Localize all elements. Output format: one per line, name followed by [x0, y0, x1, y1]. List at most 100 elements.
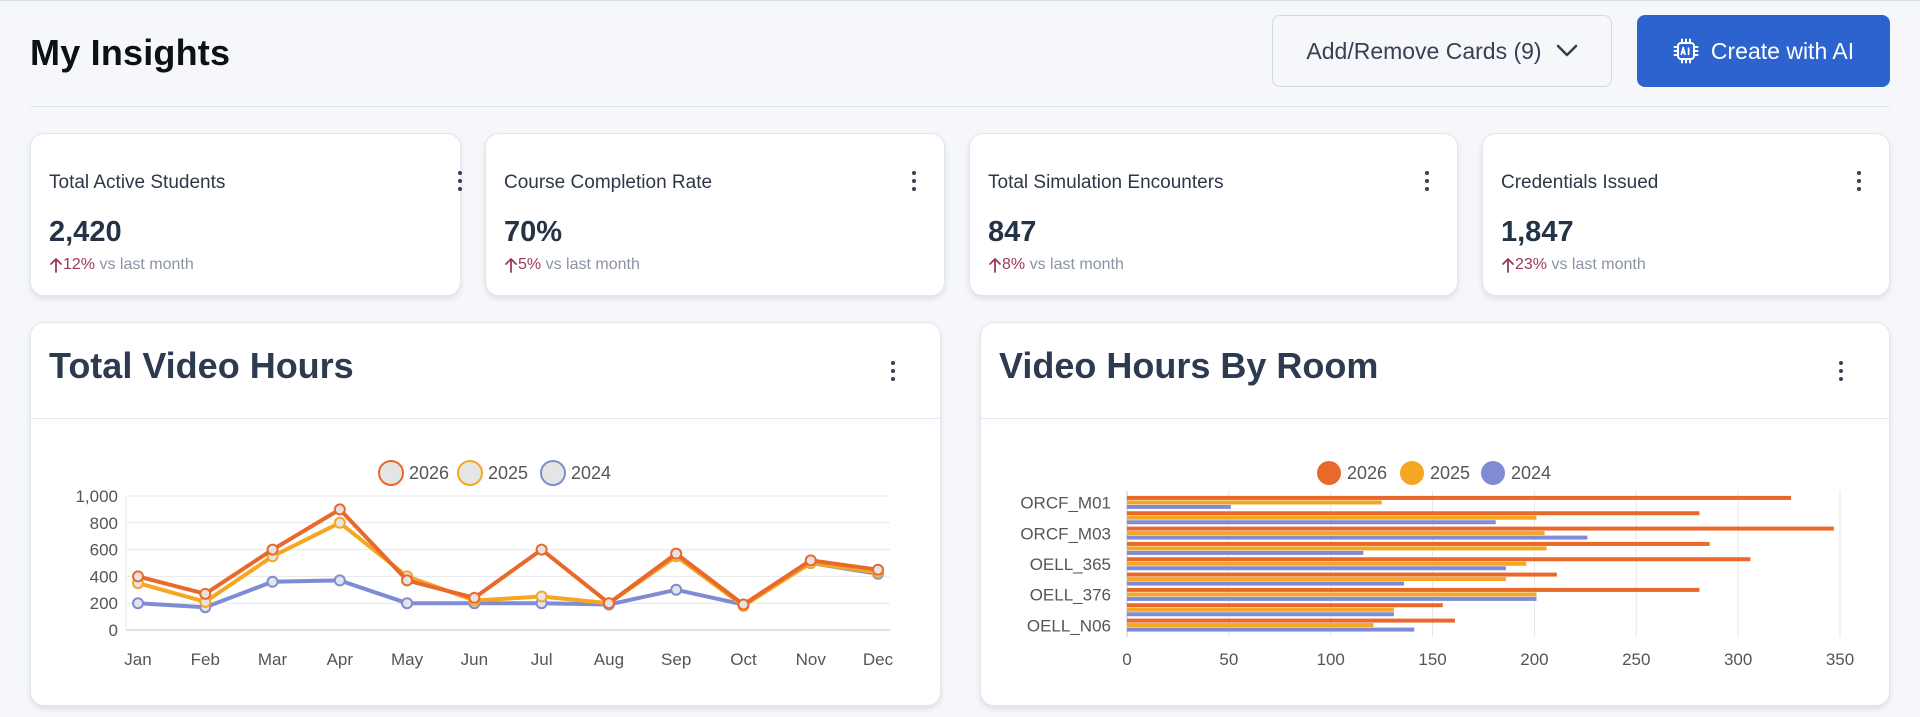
bar-OELL_N06-2024 [1127, 627, 1415, 632]
data-point-2024 [132, 597, 144, 610]
more-options-icon[interactable] [904, 167, 924, 195]
delta-percent: 12% [63, 256, 96, 273]
chart-divider [981, 418, 1889, 419]
y-category-label: ORCF_M01 [1020, 494, 1111, 513]
chart-title: Video Hours By Room [999, 345, 1379, 386]
legend-label-2025: 2025 [1430, 463, 1470, 483]
bar-OELL_376-2026 [1127, 587, 1700, 592]
y-tick-label: 0 [109, 621, 118, 640]
stat-value: 2,420 [49, 216, 122, 248]
bar-OELL_380-2025 [1127, 607, 1394, 612]
bar-OELL_376-2025 [1127, 592, 1537, 597]
legend-label-2025: 2025 [488, 463, 528, 483]
more-options-icon[interactable] [1831, 357, 1851, 385]
data-point-2026 [535, 543, 548, 556]
series-line-2026 [137, 507, 879, 607]
legend-label-2024: 2024 [571, 463, 611, 483]
y-tick-label: 800 [90, 514, 118, 533]
data-point-2024 [401, 597, 414, 610]
data-point-2026 [333, 503, 346, 516]
legend-marker-2026 [1317, 461, 1341, 485]
bar-OELL_365-2024 [1127, 566, 1506, 571]
data-point-2026 [872, 563, 884, 576]
bar-ORCF_M01-2025 [1127, 500, 1382, 505]
stat-value: 1,847 [1501, 216, 1574, 248]
bar-OELL_380-2026 [1127, 603, 1443, 608]
stat-label: Total Simulation Encounters [988, 172, 1224, 193]
bar-ORCF_M04-2025 [1127, 546, 1547, 551]
x-tick-label: 300 [1724, 650, 1752, 669]
data-point-2025 [535, 590, 548, 603]
y-tick-label: 600 [90, 541, 118, 560]
bar-OELL_365-2026 [1127, 557, 1751, 562]
x-tick-label: Nov [796, 650, 827, 669]
bar-ORCF_M03-2025 [1127, 531, 1545, 536]
delta-suffix: vs last month [1551, 256, 1646, 273]
y-category-label: OELL_365 [1030, 555, 1111, 574]
header-divider [30, 106, 1890, 107]
add-remove-cards-label: Add/Remove Cards (9) [1306, 37, 1542, 64]
more-options-icon[interactable] [450, 167, 470, 195]
video-hours-by-room-card: Video Hours By Room 0 50 100 150 200 250 300 35… [980, 322, 1890, 706]
delta-percent: 23% [1515, 256, 1548, 273]
legend-label-2026: 2026 [1347, 463, 1387, 483]
bar-ORCF_M03-2024 [1127, 535, 1588, 540]
data-point-2026 [266, 543, 279, 556]
bar-OELL_370-2025 [1127, 577, 1506, 582]
x-tick-label: Sep [661, 650, 691, 669]
data-point-2026 [602, 597, 615, 610]
x-tick-label: Jul [531, 650, 553, 669]
x-tick-label: 150 [1418, 650, 1446, 669]
x-tick-label: Apr [327, 650, 354, 669]
more-options-icon[interactable] [1417, 167, 1437, 195]
more-options-icon[interactable] [1849, 167, 1869, 195]
create-with-ai-button[interactable]: Create with AI [1637, 15, 1890, 87]
video-hours-by-room-chart: 0 50 100 150 200 250 300 350 2026 2025 2024 ORCF_M0… [1020, 461, 1854, 669]
more-options-icon[interactable] [883, 357, 903, 385]
stat-label: Total Active Students [49, 172, 226, 193]
x-tick-label: May [391, 650, 424, 669]
bar-OELL_370-2026 [1127, 572, 1557, 577]
bar-ORCF_M01-2026 [1127, 495, 1792, 500]
delta-percent: 8% [1002, 256, 1026, 273]
chart-divider [31, 418, 940, 419]
x-tick-label: Oct [730, 650, 757, 669]
arrow-up-icon [505, 258, 517, 273]
add-remove-cards-button[interactable]: Add/Remove Cards (9) [1272, 15, 1612, 87]
x-tick-label: Mar [258, 650, 288, 669]
delta-suffix: vs last month [99, 256, 194, 273]
x-tick-label: 100 [1317, 650, 1345, 669]
data-point-2026 [468, 591, 481, 604]
legend-label-2024: 2024 [1511, 463, 1551, 483]
bar-ORCF_M02-2025 [1127, 515, 1537, 520]
y-tick-label: 1,000 [75, 487, 118, 506]
chart-title: Total Video Hours [49, 345, 354, 386]
stat-card-completion-rate: Course Completion Rate 70% 5% vs last mo… [485, 133, 945, 296]
stat-value: 70% [504, 216, 563, 248]
data-point-2026 [401, 574, 414, 587]
legend-label-2026: 2026 [409, 463, 449, 483]
data-point-2024 [670, 583, 683, 596]
data-point-2026 [737, 598, 750, 611]
x-tick-label: 350 [1826, 650, 1854, 669]
data-point-2025 [333, 516, 346, 529]
legend-marker-2024 [540, 460, 566, 486]
x-tick-label: Feb [191, 650, 220, 669]
arrow-up-icon [50, 258, 62, 273]
bar-ORCF_M02-2026 [1127, 511, 1700, 516]
x-tick-label: 200 [1520, 650, 1548, 669]
bar-OELL_N06-2026 [1127, 618, 1455, 623]
y-category-label: ORCF_M03 [1020, 524, 1111, 543]
bar-ORCF_M03-2026 [1127, 526, 1834, 531]
data-point-2026 [132, 570, 144, 583]
bar-OELL_370-2024 [1127, 581, 1405, 586]
total-video-hours-card: Total Video Hours 0 200 400 600 800 1,000 Jan F… [30, 322, 941, 706]
x-tick-label: 50 [1219, 650, 1238, 669]
x-tick-label: Jun [461, 650, 488, 669]
y-tick-label: 400 [90, 567, 118, 586]
bar-ORCF_M01-2024 [1127, 504, 1231, 509]
y-category-label: OELL_N06 [1027, 616, 1111, 635]
data-point-2026 [804, 554, 817, 567]
delta-suffix: vs last month [545, 256, 640, 273]
legend-marker-2024 [1481, 461, 1505, 485]
